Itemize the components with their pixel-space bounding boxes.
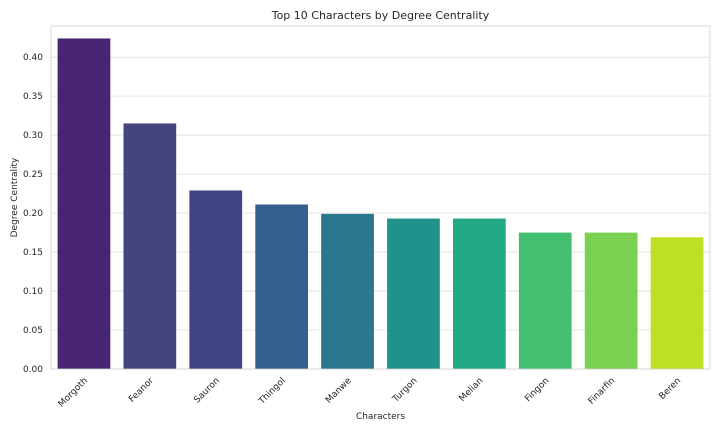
y-axis-label: Degree Centrality bbox=[10, 157, 20, 237]
bar-morgoth bbox=[57, 38, 111, 370]
y-tick-label: 0.20 bbox=[23, 209, 43, 219]
y-tick-label: 0.30 bbox=[23, 131, 43, 141]
bar-thingol bbox=[255, 204, 309, 369]
x-tick-label-beren: Beren bbox=[657, 376, 683, 402]
bar-finarfin bbox=[584, 232, 638, 369]
y-tick-label: 0.15 bbox=[23, 248, 43, 258]
bar-turgon bbox=[387, 218, 440, 369]
bars bbox=[57, 38, 704, 370]
x-tick-label-feanor: Feanor bbox=[127, 376, 156, 405]
x-tick-label-morgoth: Morgoth bbox=[57, 376, 90, 409]
bar-fingon bbox=[518, 232, 572, 369]
y-tick-label: 0.25 bbox=[23, 170, 43, 180]
bar-beren bbox=[650, 237, 704, 369]
y-tick-label: 0.10 bbox=[23, 287, 43, 297]
y-tick-labels: 0.00 0.05 0.10 0.15 0.20 0.25 0.30 0.35 0.40 bbox=[23, 53, 43, 375]
x-tick-label-manwe: Manwe bbox=[324, 376, 354, 406]
bar-manwe bbox=[321, 213, 374, 369]
chart-title: Top 10 Characters by Degree Centrality bbox=[271, 9, 490, 22]
x-tick-label-sauron: Sauron bbox=[192, 376, 221, 405]
y-tick-label: 0.35 bbox=[23, 92, 43, 102]
x-axis-label: Characters bbox=[356, 412, 405, 422]
x-tick-label-finarfin: Finarfin bbox=[587, 376, 618, 407]
x-tick-label-fingon: Fingon bbox=[523, 376, 551, 404]
bar-feanor bbox=[123, 123, 177, 370]
y-tick-label: 0.00 bbox=[23, 365, 43, 375]
y-tick-label: 0.40 bbox=[23, 53, 43, 63]
plot-frame bbox=[50, 25, 711, 370]
x-tick-label-turgon: Turgon bbox=[390, 376, 419, 405]
bar-melian bbox=[452, 218, 506, 369]
bar-sauron bbox=[189, 190, 243, 369]
x-tick-label-thingol: Thingol bbox=[257, 376, 288, 407]
x-tick-label-melian: Melian bbox=[458, 376, 486, 404]
x-tick-labels: Morgoth Feanor Sauron Thingol Manwe Turgon Mel… bbox=[57, 376, 684, 410]
y-tick-label: 0.05 bbox=[23, 326, 43, 336]
